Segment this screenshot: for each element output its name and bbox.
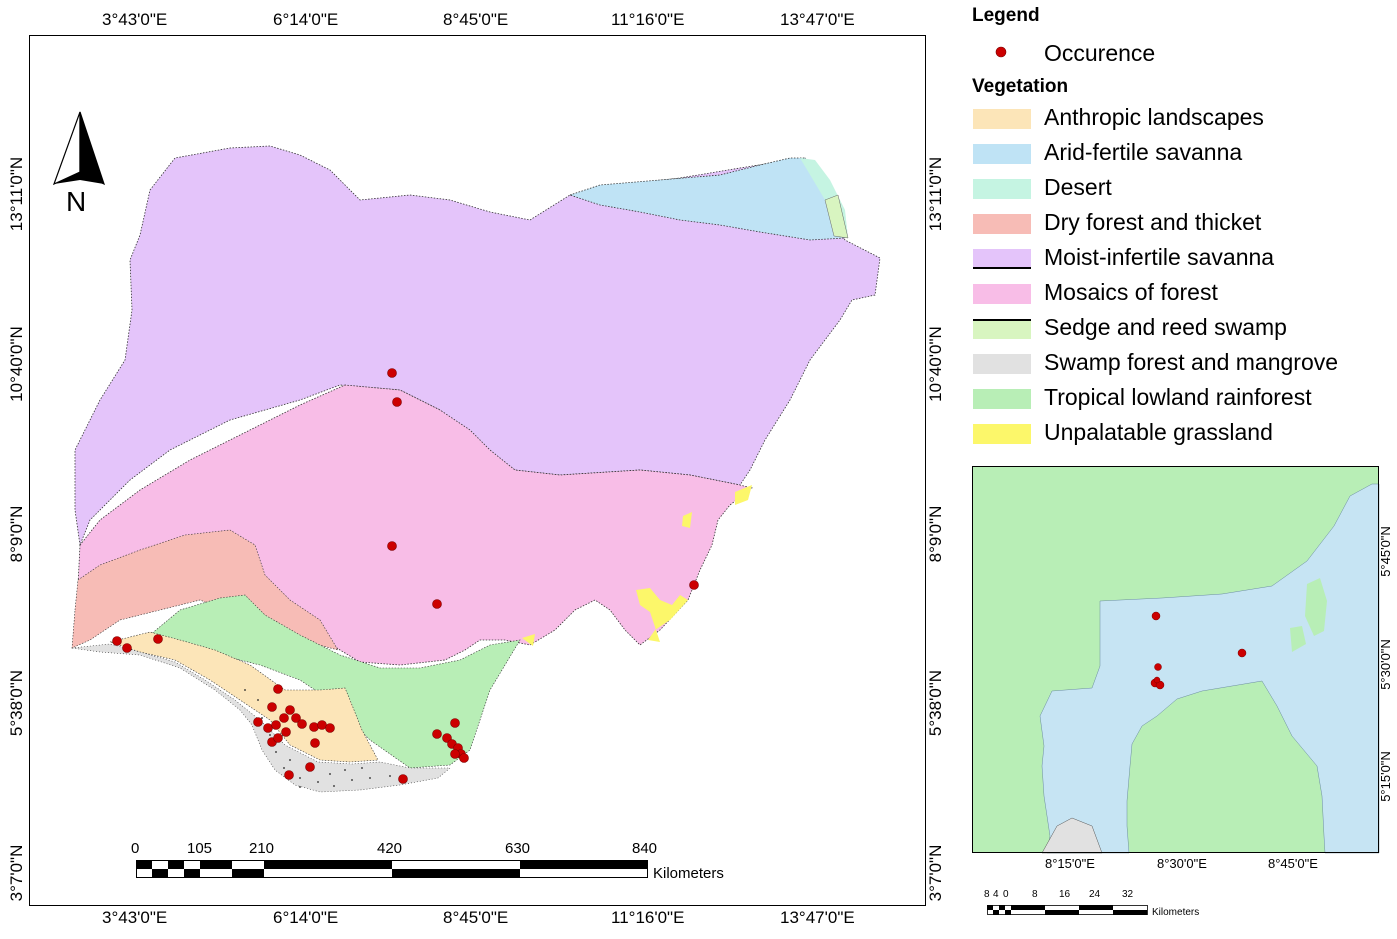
inset-lat-label: 5°45'0"N xyxy=(1377,526,1393,577)
mangrove-texture xyxy=(244,689,391,788)
bottom-lon-label: 11°16'0"E xyxy=(611,908,685,927)
top-lon-label: 8°45'0"E xyxy=(443,10,509,29)
top-lon-label: 11°16'0"E xyxy=(611,10,685,29)
inset-scale-tick: 8 xyxy=(1032,889,1038,900)
inset-zone-rainforest-patch xyxy=(1290,626,1306,652)
inset-scale-tick: 32 xyxy=(1122,889,1134,900)
scale-tick-label: 420 xyxy=(377,840,403,857)
scale-bar xyxy=(136,860,648,878)
legend-label: Unpalatable grassland xyxy=(1044,419,1273,445)
zone-tropical-lowland-rainforest xyxy=(149,594,521,769)
scale-tick-label: 630 xyxy=(505,840,531,857)
zone-unpalatable-grassland xyxy=(522,485,752,646)
occurrence-symbol-icon xyxy=(995,46,1007,58)
legend-swatch xyxy=(973,109,1031,129)
north-arrow-label: N xyxy=(66,186,87,217)
legend-label: Moist-infertile savanna xyxy=(1044,244,1275,270)
legend-swatch xyxy=(973,424,1031,444)
inset-scale-tick: 24 xyxy=(1089,889,1101,900)
inset-scale-unit: Kilometers xyxy=(1152,907,1200,918)
legend-swatch xyxy=(973,214,1031,234)
vegetation-title: Vegetation xyxy=(972,76,1069,97)
legend-swatch xyxy=(973,354,1031,374)
inset-scale-tick: 16 xyxy=(1059,889,1071,900)
legend-label: Mosaics of forest xyxy=(1044,279,1218,305)
zone-moist-infertile-savanna xyxy=(74,145,881,547)
occurrence-points xyxy=(112,368,699,784)
legend-label: Tropical lowland rainforest xyxy=(1044,384,1312,410)
top-lon-label: 6°14'0"E xyxy=(273,10,339,29)
inset-scale-bar xyxy=(987,905,1148,915)
scale-tick-label: 210 xyxy=(249,840,275,857)
bottom-lon-label: 8°45'0"E xyxy=(443,908,509,927)
inset-lon-label: 8°15'0"E xyxy=(1045,856,1095,871)
legend-label: Arid-fertile savanna xyxy=(1044,139,1243,165)
inset-zone-rainforest-patch xyxy=(1305,578,1327,636)
inset-scale-tick: 4 xyxy=(993,889,999,900)
inset-occurrence-points xyxy=(1150,611,1247,690)
inset-lon-label: 8°45'0"E xyxy=(1268,856,1318,871)
top-lon-label: 3°43'0"E xyxy=(102,10,168,29)
legend-swatch xyxy=(973,319,1031,339)
legend-label: Anthropic landscapes xyxy=(1044,104,1264,130)
legend-label: Dry forest and thicket xyxy=(1044,209,1262,235)
legend-swatch xyxy=(973,284,1031,304)
inset-zone-arid-fertile-savanna xyxy=(1039,483,1380,854)
occurrence-label: Occurence xyxy=(1044,40,1156,66)
inset-lat-label: 5°15'0"N xyxy=(1377,751,1393,802)
inset-zone-rainforest-patch xyxy=(992,806,1027,853)
legend-swatch xyxy=(973,144,1031,164)
legend-title: Legend xyxy=(972,5,1040,26)
zone-swamp-forest-mangrove xyxy=(71,643,451,793)
inset-lon-label: 8°30'0"E xyxy=(1157,856,1207,871)
scale-tick-label: 105 xyxy=(187,840,213,857)
bottom-lon-label: 13°47'0"E xyxy=(780,908,855,927)
legend-swatch xyxy=(973,179,1031,199)
top-lon-label: 13°47'0"E xyxy=(780,10,855,29)
inset-map xyxy=(972,466,1380,854)
inset-scale-tick: 8 xyxy=(984,889,990,900)
legend-swatch xyxy=(973,249,1031,269)
vegetation-map xyxy=(71,145,881,793)
inset-scale-ticks: 8 4 0 8 16 24 32 xyxy=(984,889,1164,903)
legend-label: Sedge and reed swamp xyxy=(1044,314,1287,340)
scale-tick-label: 0 xyxy=(131,840,140,857)
zone-sedge-swamp xyxy=(824,194,849,239)
zone-arid-fertile-savanna xyxy=(568,157,846,241)
bottom-lon-label: 3°43'0"E xyxy=(102,908,168,927)
scale-tick-label: 840 xyxy=(632,840,658,857)
scale-unit: Kilometers xyxy=(653,865,724,882)
inset-lat-label: 5°30'0"N xyxy=(1377,639,1393,690)
bottom-lon-label: 6°14'0"E xyxy=(273,908,339,927)
inset-scale-tick: 0 xyxy=(1003,889,1009,900)
north-arrow-icon xyxy=(52,111,106,186)
legend-label: Desert xyxy=(1044,174,1112,200)
legend-label: Swamp forest and mangrove xyxy=(1044,349,1339,375)
legend-swatch xyxy=(973,389,1031,409)
